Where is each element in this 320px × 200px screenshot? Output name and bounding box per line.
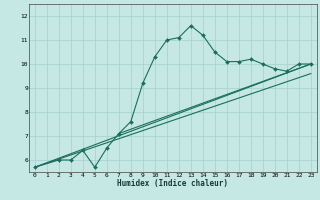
X-axis label: Humidex (Indice chaleur): Humidex (Indice chaleur) <box>117 179 228 188</box>
